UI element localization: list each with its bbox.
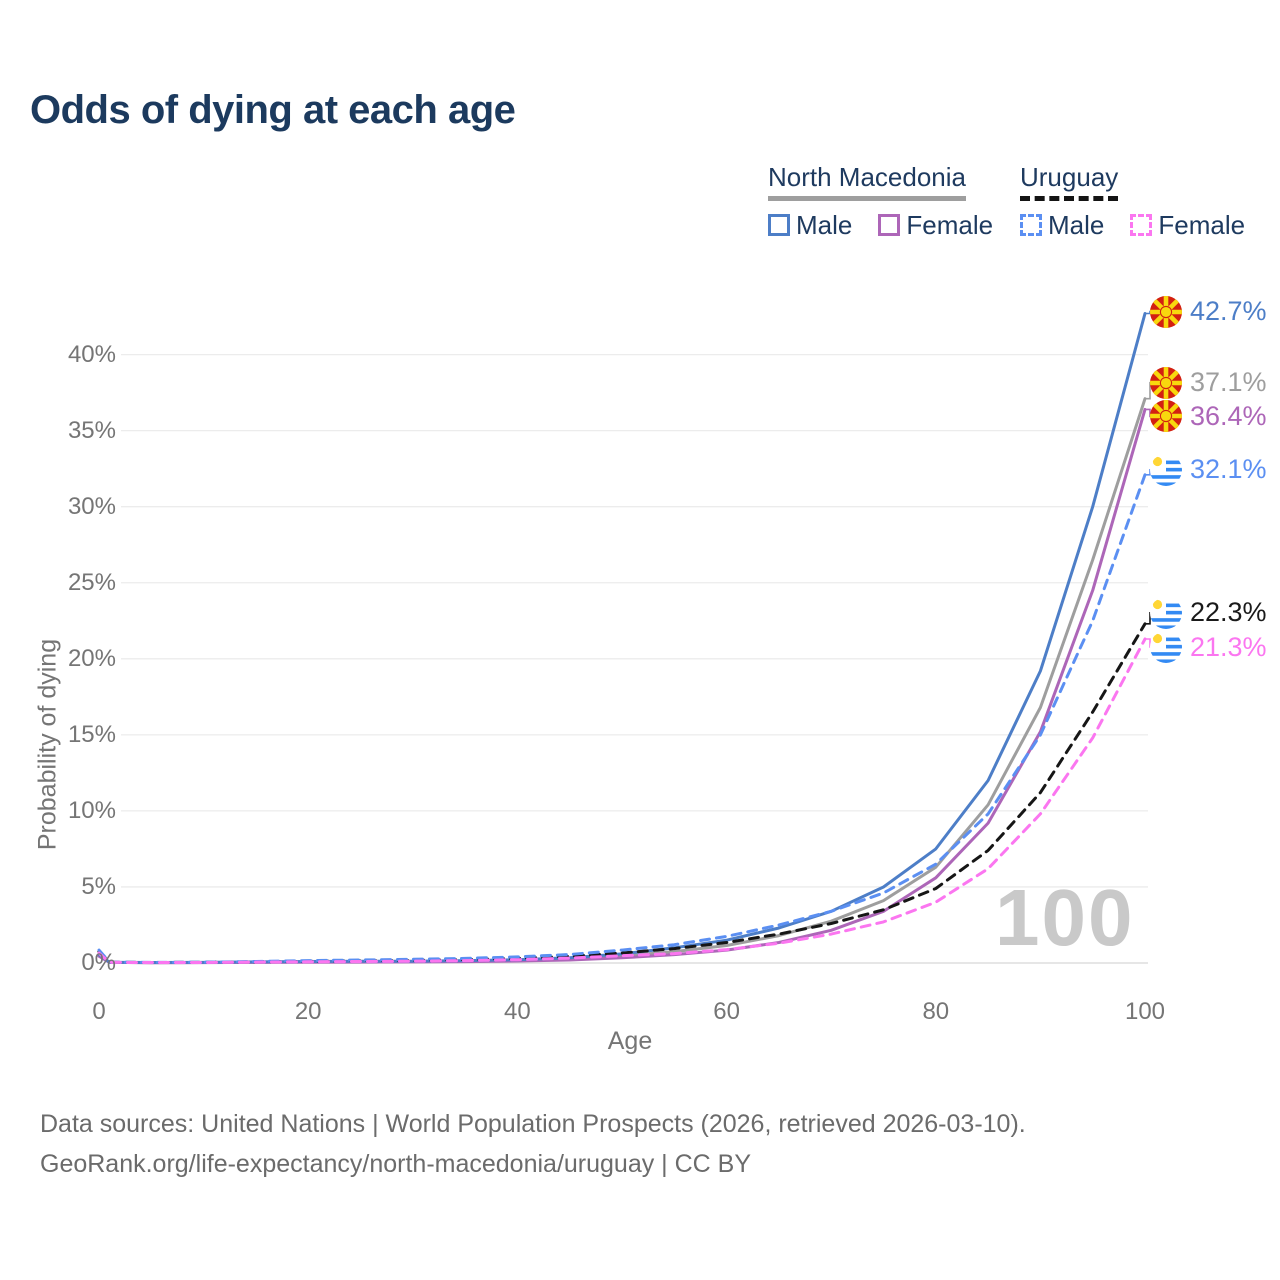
uy-male-line-swatch	[1020, 214, 1042, 237]
y-tick-label-35: 35%	[67, 416, 116, 444]
flag-uruguay-icon	[1150, 453, 1182, 486]
legend-label: Female	[1158, 209, 1246, 240]
line-north-macedonia-male	[97, 312, 1147, 964]
y-tick-label-10: 10%	[67, 796, 116, 824]
y-tick-label-20: 20%	[67, 644, 116, 672]
line-north-macedonia	[97, 397, 1147, 965]
y-tick-label-5: 5%	[81, 872, 116, 900]
legend-label: Male	[796, 209, 853, 240]
end-label-value: 36.4%	[1190, 400, 1267, 431]
y-axis-title: Probability of dying	[33, 638, 62, 851]
end-label-value: 37.1%	[1190, 367, 1267, 398]
y-tick-label-40: 40%	[67, 340, 116, 368]
y-tick-label-25: 25%	[67, 568, 116, 596]
legend-country-uruguay[interactable]: Uruguay	[1020, 163, 1119, 201]
end-label-uruguay-female: 21.3%	[1149, 630, 1267, 664]
legend-item-uy-male[interactable]: Male	[1020, 210, 1104, 241]
end-label-value: 42.7%	[1190, 296, 1267, 327]
nm-male-line-swatch	[768, 214, 790, 237]
y-tick-label-15: 15%	[67, 720, 116, 748]
end-label-value: 22.3%	[1190, 597, 1267, 628]
legend-label: Female	[906, 209, 994, 240]
data-sources-text: Data sources: United Nations | World Pop…	[40, 1110, 1026, 1138]
y-tick-label-30: 30%	[67, 492, 116, 520]
attribution-link-text: GeoRank.org/life-expectancy/north-macedo…	[40, 1150, 752, 1178]
legend-item-nm-male[interactable]: Male	[768, 210, 852, 241]
x-tick-label-100: 100	[1124, 998, 1166, 1025]
x-tick-label-40: 40	[504, 998, 531, 1025]
legend-item-nm-female[interactable]: Female	[878, 210, 993, 241]
end-label-north-macedonia-male: 42.7%	[1149, 295, 1267, 329]
x-tick-label-0: 0	[92, 998, 106, 1025]
uy-female-line-swatch	[1130, 214, 1153, 237]
x-tick-label-20: 20	[294, 998, 322, 1025]
y-tick-label-0: 0%	[81, 949, 116, 976]
x-axis-title: Age	[607, 1027, 653, 1055]
x-tick-label-60: 60	[713, 998, 740, 1025]
flag-north-macedonia-icon	[1150, 295, 1182, 328]
legend-group-uruguay: Uruguay Male Female	[1020, 163, 1245, 241]
page-title: Odds of dying at each age	[30, 88, 516, 132]
end-label-uruguay-male: 32.1%	[1149, 453, 1267, 487]
line-uruguay-female	[97, 637, 1147, 964]
nm-female-line-swatch	[878, 214, 901, 237]
flag-uruguay-icon	[1150, 596, 1182, 629]
line-uruguay-male	[97, 473, 1147, 964]
legend-item-uy-female[interactable]: Female	[1130, 210, 1245, 241]
x-tick-label-80: 80	[922, 998, 950, 1025]
end-label-north-macedonia: 37.1%	[1149, 366, 1267, 400]
legend-label: Male	[1048, 209, 1105, 240]
flag-north-macedonia-icon	[1150, 400, 1182, 433]
line-north-macedonia-female	[97, 407, 1147, 965]
legend-country-north-macedonia[interactable]: North Macedonia	[768, 163, 966, 201]
end-label-uruguay: 22.3%	[1149, 596, 1267, 630]
legend-group-north-macedonia: North Macedonia Male Female	[768, 163, 993, 241]
end-label-north-macedonia-female: 36.4%	[1149, 399, 1267, 433]
flag-north-macedonia-icon	[1150, 366, 1182, 399]
end-label-value: 32.1%	[1190, 454, 1267, 485]
hover-age-watermark: 100	[995, 873, 1135, 962]
end-label-value: 21.3%	[1190, 631, 1267, 662]
flag-uruguay-icon	[1150, 631, 1182, 664]
line-uruguay	[97, 622, 1147, 964]
